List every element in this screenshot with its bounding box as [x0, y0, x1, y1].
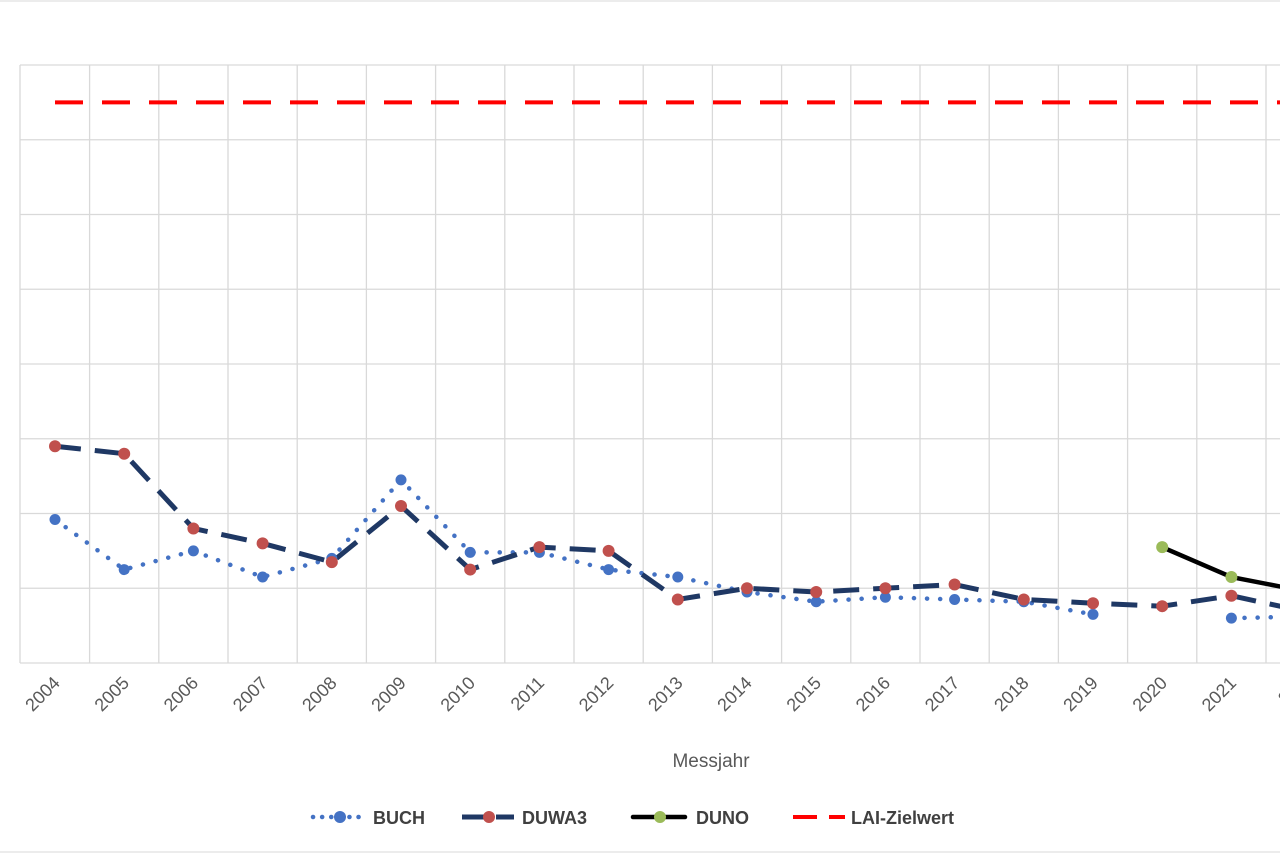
data-point-duwa3 — [741, 582, 753, 595]
data-point-duwa3 — [395, 500, 407, 513]
data-point-buch — [949, 593, 961, 605]
data-point-duwa3 — [187, 522, 200, 535]
data-point-buch — [118, 564, 130, 576]
legend-swatch-marker — [654, 811, 666, 823]
legend-item-lai-zielwert: LAI-Zielwert — [793, 808, 954, 828]
data-point-duwa3 — [49, 440, 61, 453]
data-point-buch — [49, 513, 61, 525]
legend-item-duwa3: DUWA3 — [462, 808, 587, 828]
legend-label: DUNO — [696, 808, 749, 828]
legend-swatch-marker — [483, 811, 495, 823]
data-point-buch — [1087, 608, 1099, 620]
gridlines — [19, 64, 1280, 664]
legend-label: DUWA3 — [522, 808, 587, 828]
data-point-duwa3 — [671, 593, 684, 606]
data-point-duno — [1225, 571, 1238, 584]
data-point-duwa3 — [1156, 600, 1169, 613]
series-markers — [49, 440, 1238, 624]
data-point-duwa3 — [602, 544, 615, 557]
x-tick-label: 202 — [1274, 673, 1280, 708]
legend-label: LAI-Zielwert — [851, 808, 954, 828]
data-point-duwa3 — [1017, 593, 1030, 606]
legend: BUCH DUWA3 DUNO LAI-Zielwert — [310, 808, 954, 828]
data-point-duno — [1156, 541, 1169, 554]
data-point-duwa3 — [533, 541, 546, 554]
legend-item-duno: DUNO — [630, 808, 749, 828]
data-point-duwa3 — [118, 447, 131, 460]
data-point-buch — [1225, 612, 1237, 624]
data-point-duwa3 — [464, 563, 477, 576]
data-point-buch — [464, 546, 476, 558]
data-point-buch — [603, 564, 615, 576]
data-point-buch — [257, 571, 269, 583]
legend-swatch-marker — [334, 811, 346, 823]
data-point-duwa3 — [948, 578, 961, 591]
data-point-duwa3 — [810, 585, 823, 598]
data-point-duwa3 — [879, 582, 892, 595]
series-line-buch — [1229, 614, 1280, 621]
data-point-buch — [395, 474, 407, 486]
data-point-buch — [879, 591, 891, 603]
legend-label: BUCH — [373, 808, 425, 828]
data-point-buch — [187, 545, 199, 557]
data-point-duwa3 — [1087, 597, 1099, 610]
legend-item-buch: BUCH — [310, 808, 425, 828]
x-axis-title: Messjahr — [672, 751, 750, 772]
data-point-duwa3 — [1225, 589, 1238, 602]
data-point-duwa3 — [325, 556, 338, 569]
data-point-duwa3 — [256, 537, 269, 550]
data-point-buch — [810, 596, 822, 608]
data-point-buch — [672, 571, 684, 583]
